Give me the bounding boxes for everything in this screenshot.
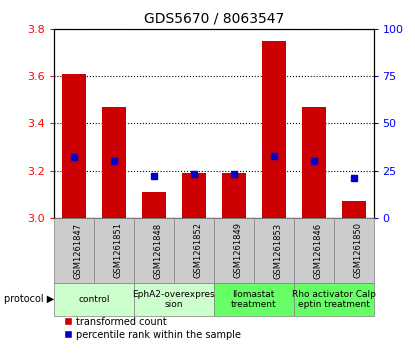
Legend: transformed count, percentile rank within the sample: transformed count, percentile rank withi… <box>59 313 245 344</box>
Bar <box>302 107 326 218</box>
Title: GDS5670 / 8063547: GDS5670 / 8063547 <box>144 11 284 25</box>
Bar <box>62 74 86 218</box>
Text: GSM1261851: GSM1261851 <box>114 223 123 278</box>
Bar <box>182 173 206 218</box>
Text: GSM1261847: GSM1261847 <box>74 223 83 278</box>
Text: control: control <box>78 295 110 304</box>
Text: GSM1261850: GSM1261850 <box>354 223 363 278</box>
Text: GSM1261848: GSM1261848 <box>154 223 163 278</box>
Bar <box>342 201 366 218</box>
Text: GSM1261846: GSM1261846 <box>314 223 322 278</box>
Text: GSM1261853: GSM1261853 <box>273 223 283 278</box>
Text: EphA2-overexpres
sion: EphA2-overexpres sion <box>132 290 215 309</box>
Text: llomastat
treatment: llomastat treatment <box>231 290 276 309</box>
Text: Rho activator Calp
eptin treatment: Rho activator Calp eptin treatment <box>292 290 376 309</box>
Text: protocol ▶: protocol ▶ <box>4 294 54 305</box>
Text: GSM1261852: GSM1261852 <box>194 223 203 278</box>
Text: GSM1261849: GSM1261849 <box>234 223 243 278</box>
Bar <box>262 41 286 218</box>
Bar <box>222 173 246 218</box>
Bar <box>102 107 126 218</box>
Bar <box>142 192 166 218</box>
